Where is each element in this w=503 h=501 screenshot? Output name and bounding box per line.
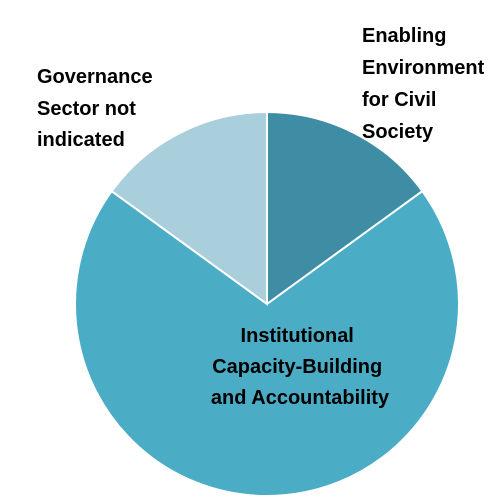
slice-label-enabling-environment: Enabling Environment for Civil Society	[362, 25, 490, 143]
slice-governance-not-indicated	[110, 110, 268, 306]
pie-slices	[74, 110, 460, 498]
slice-enabling-environment	[266, 110, 424, 306]
slice-label-governance-not-indicated: Governance Sector not indicated	[37, 66, 158, 151]
slice-label-institutional-capacity: Institutional Capacity-Building and Acco…	[211, 325, 390, 409]
slice-institutional-capacity	[74, 189, 460, 498]
